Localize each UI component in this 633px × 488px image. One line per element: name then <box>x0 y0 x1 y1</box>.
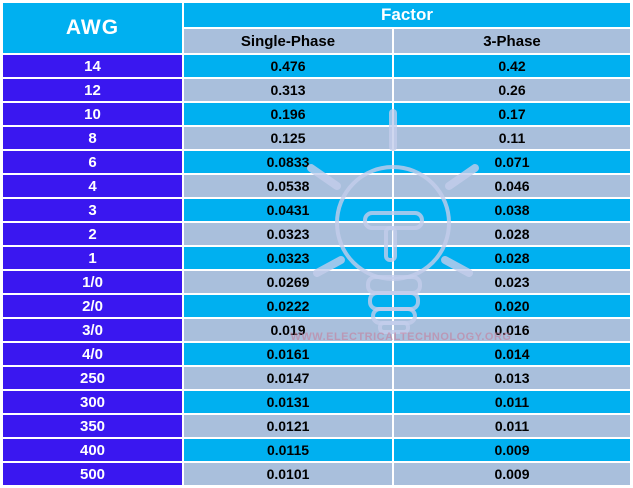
factor-column-header: Factor <box>184 3 630 27</box>
three-phase-column-header: 3-Phase <box>394 29 630 53</box>
awg-cell: 1 <box>3 247 182 269</box>
table-row: 250 0.0147 0.013 <box>3 367 630 389</box>
single-phase-column-header: Single-Phase <box>184 29 392 53</box>
single-phase-cell: 0.019 <box>184 319 392 341</box>
table-row: 6 0.0833 0.071 <box>3 151 630 173</box>
awg-cell: 10 <box>3 103 182 125</box>
table-row: 300 0.0131 0.011 <box>3 391 630 413</box>
table-row: 2 0.0323 0.028 <box>3 223 630 245</box>
three-phase-cell: 0.023 <box>394 271 630 293</box>
single-phase-cell: 0.0538 <box>184 175 392 197</box>
three-phase-cell: 0.046 <box>394 175 630 197</box>
single-phase-cell: 0.0269 <box>184 271 392 293</box>
awg-cell: 3 <box>3 199 182 221</box>
table-row: 400 0.0115 0.009 <box>3 439 630 461</box>
awg-cell: 300 <box>3 391 182 413</box>
three-phase-cell: 0.016 <box>394 319 630 341</box>
three-phase-cell: 0.013 <box>394 367 630 389</box>
three-phase-cell: 0.014 <box>394 343 630 365</box>
single-phase-cell: 0.476 <box>184 55 392 77</box>
three-phase-cell: 0.020 <box>394 295 630 317</box>
table-row: 14 0.476 0.42 <box>3 55 630 77</box>
single-phase-cell: 0.0431 <box>184 199 392 221</box>
table-row: 1/0 0.0269 0.023 <box>3 271 630 293</box>
table-row: 3/0 0.019 0.016 <box>3 319 630 341</box>
single-phase-cell: 0.0833 <box>184 151 392 173</box>
table-row: 12 0.313 0.26 <box>3 79 630 101</box>
table-row: 4/0 0.0161 0.014 <box>3 343 630 365</box>
table-row: 1 0.0323 0.028 <box>3 247 630 269</box>
three-phase-cell: 0.011 <box>394 415 630 437</box>
awg-cell: 400 <box>3 439 182 461</box>
three-phase-cell: 0.42 <box>394 55 630 77</box>
single-phase-cell: 0.0323 <box>184 247 392 269</box>
three-phase-cell: 0.009 <box>394 439 630 461</box>
single-phase-cell: 0.313 <box>184 79 392 101</box>
single-phase-cell: 0.0161 <box>184 343 392 365</box>
single-phase-cell: 0.0147 <box>184 367 392 389</box>
single-phase-cell: 0.0222 <box>184 295 392 317</box>
table-row: 500 0.0101 0.009 <box>3 463 630 485</box>
three-phase-cell: 0.028 <box>394 247 630 269</box>
three-phase-cell: 0.11 <box>394 127 630 149</box>
awg-cell: 2/0 <box>3 295 182 317</box>
three-phase-cell: 0.028 <box>394 223 630 245</box>
awg-cell: 250 <box>3 367 182 389</box>
subheader-row: Single-Phase 3-Phase <box>3 29 630 53</box>
awg-cell: 12 <box>3 79 182 101</box>
awg-cell: 350 <box>3 415 182 437</box>
single-phase-cell: 0.0121 <box>184 415 392 437</box>
awg-cell: 6 <box>3 151 182 173</box>
three-phase-cell: 0.011 <box>394 391 630 413</box>
awg-cell: 14 <box>3 55 182 77</box>
three-phase-cell: 0.038 <box>394 199 630 221</box>
awg-cell: 8 <box>3 127 182 149</box>
awg-cell: 3/0 <box>3 319 182 341</box>
awg-cell: 2 <box>3 223 182 245</box>
header-row: AWG Factor <box>3 3 630 53</box>
three-phase-cell: 0.26 <box>394 79 630 101</box>
table-row: 10 0.196 0.17 <box>3 103 630 125</box>
awg-cell: 1/0 <box>3 271 182 293</box>
awg-column-header: AWG <box>3 3 182 53</box>
single-phase-cell: 0.125 <box>184 127 392 149</box>
table-row: 8 0.125 0.11 <box>3 127 630 149</box>
three-phase-cell: 0.009 <box>394 463 630 485</box>
table-row: 4 0.0538 0.046 <box>3 175 630 197</box>
awg-cell: 500 <box>3 463 182 485</box>
awg-cell: 4 <box>3 175 182 197</box>
awg-cell: 4/0 <box>3 343 182 365</box>
single-phase-cell: 0.0101 <box>184 463 392 485</box>
three-phase-cell: 0.17 <box>394 103 630 125</box>
single-phase-cell: 0.0131 <box>184 391 392 413</box>
table-row: 2/0 0.0222 0.020 <box>3 295 630 317</box>
three-phase-cell: 0.071 <box>394 151 630 173</box>
table-row: 350 0.0121 0.011 <box>3 415 630 437</box>
table-row: 3 0.0431 0.038 <box>3 199 630 221</box>
single-phase-cell: 0.0323 <box>184 223 392 245</box>
single-phase-cell: 0.196 <box>184 103 392 125</box>
single-phase-cell: 0.0115 <box>184 439 392 461</box>
